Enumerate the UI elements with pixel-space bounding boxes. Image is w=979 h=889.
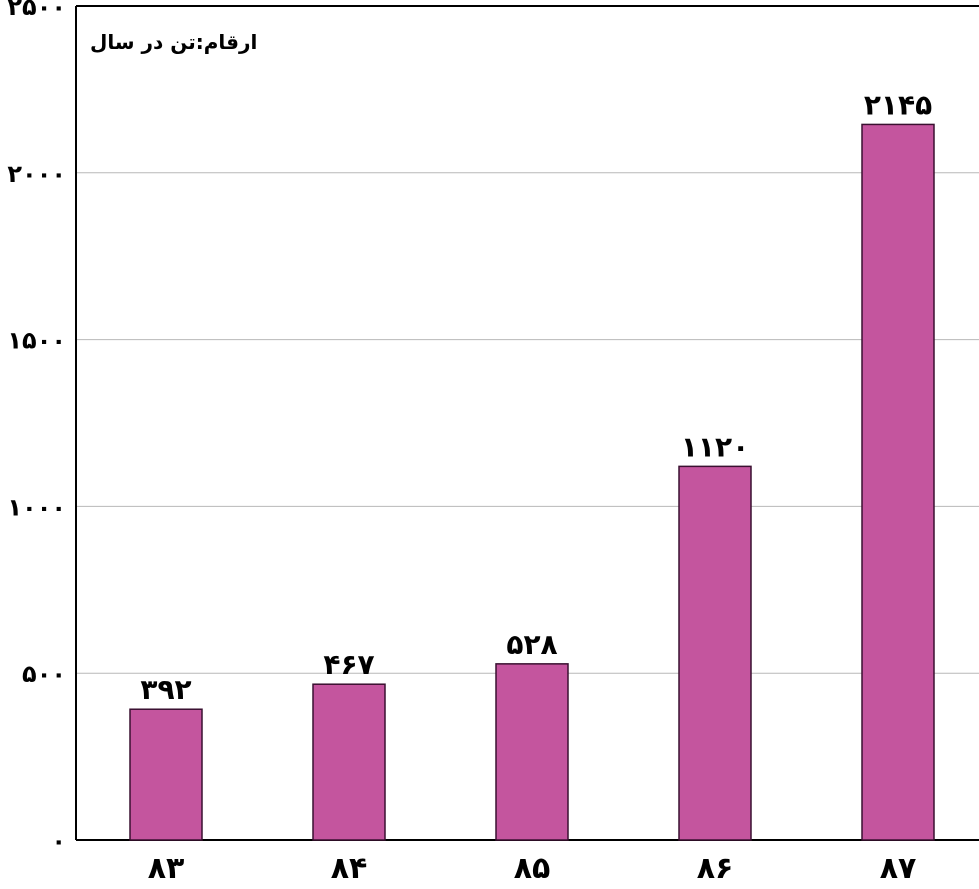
- bar-2: [312, 683, 386, 841]
- x-category-label: ۸۵: [514, 851, 551, 884]
- y-tick-label: ۱۵۰۰: [7, 327, 66, 355]
- y-tick-label: ۲۵۰۰: [7, 0, 66, 21]
- y-tick-label: ۵۰۰: [22, 660, 66, 688]
- y-tick-label: ۱۰۰۰: [7, 493, 66, 521]
- unit-note: ارقام:تن در سال: [90, 30, 258, 54]
- x-category-label: ۸۴: [331, 851, 368, 884]
- x-category-label: ۸۳: [148, 851, 185, 884]
- bar-value-label: ۵۲۸: [506, 628, 557, 661]
- bar-value-label: ۲۱۴۵: [864, 88, 932, 121]
- x-category-label: ۸۶: [697, 851, 734, 884]
- bar-4: [678, 465, 752, 841]
- x-category-label: ۸۷: [880, 851, 917, 884]
- bar-3: [495, 663, 569, 841]
- y-tick-label: ۰: [51, 827, 66, 855]
- bar-5: [861, 123, 935, 841]
- bar-1: [129, 708, 203, 841]
- y-tick-label: ۲۰۰۰: [7, 160, 66, 188]
- bar-value-label: ۳۹۲: [140, 673, 191, 706]
- bar-value-label: ۱۱۲۰: [681, 430, 749, 463]
- bar-value-label: ۴۶۷: [323, 648, 374, 681]
